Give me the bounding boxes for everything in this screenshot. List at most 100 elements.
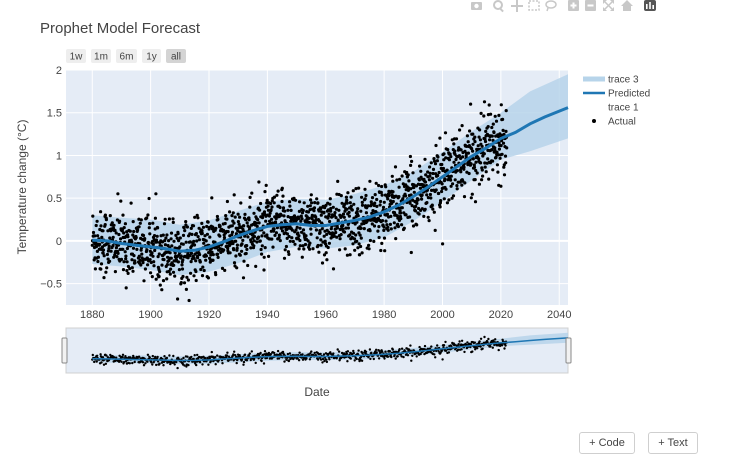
actual-point[interactable]	[96, 255, 100, 259]
actual-point[interactable]	[389, 199, 393, 203]
actual-point[interactable]	[408, 201, 412, 205]
actual-point[interactable]	[224, 214, 228, 218]
actual-point[interactable]	[414, 204, 418, 208]
actual-point[interactable]	[194, 259, 198, 263]
actual-point[interactable]	[301, 228, 306, 232]
actual-point[interactable]	[236, 220, 240, 224]
actual-point[interactable]	[442, 197, 446, 201]
actual-point[interactable]	[188, 240, 192, 244]
actual-point[interactable]	[171, 270, 176, 274]
actual-point[interactable]	[492, 130, 496, 135]
actual-point[interactable]	[184, 220, 188, 224]
actual-point[interactable]	[266, 204, 270, 208]
actual-point[interactable]	[411, 224, 416, 228]
actual-point[interactable]	[114, 231, 118, 235]
actual-point[interactable]	[497, 113, 501, 117]
actual-point[interactable]	[491, 159, 495, 163]
actual-point[interactable]	[384, 185, 388, 189]
actual-point[interactable]	[231, 211, 235, 215]
actual-point[interactable]	[433, 228, 437, 232]
actual-point[interactable]	[260, 244, 264, 248]
actual-point[interactable]	[182, 226, 186, 230]
actual-point[interactable]	[265, 198, 269, 202]
actual-point[interactable]	[333, 211, 337, 215]
actual-point[interactable]	[432, 210, 436, 214]
actual-point[interactable]	[352, 237, 357, 241]
actual-point[interactable]	[223, 221, 227, 226]
actual-point[interactable]	[181, 274, 185, 279]
actual-point[interactable]	[354, 233, 358, 237]
actual-point[interactable]	[392, 221, 396, 225]
actual-point[interactable]	[469, 162, 473, 166]
actual-point[interactable]	[139, 218, 143, 222]
actual-point[interactable]	[192, 274, 196, 278]
actual-point[interactable]	[214, 273, 218, 277]
actual-point[interactable]	[126, 235, 130, 239]
actual-point[interactable]	[110, 221, 114, 225]
actual-point[interactable]	[192, 239, 196, 243]
actual-point[interactable]	[504, 129, 508, 133]
actual-point[interactable]	[459, 148, 463, 152]
actual-point[interactable]	[473, 140, 477, 144]
actual-point[interactable]	[257, 235, 261, 239]
actual-point[interactable]	[349, 195, 353, 199]
actual-point[interactable]	[278, 205, 282, 210]
actual-point[interactable]	[367, 247, 371, 251]
actual-point[interactable]	[459, 170, 463, 174]
actual-point[interactable]	[272, 201, 276, 205]
actual-point[interactable]	[338, 248, 342, 252]
actual-point[interactable]	[315, 197, 319, 201]
actual-point[interactable]	[422, 214, 426, 218]
actual-point[interactable]	[499, 144, 503, 148]
actual-point[interactable]	[121, 247, 125, 251]
actual-point[interactable]	[270, 205, 274, 209]
actual-point[interactable]	[157, 252, 161, 256]
actual-point[interactable]	[448, 152, 452, 156]
actual-point[interactable]	[430, 203, 434, 207]
actual-point[interactable]	[412, 190, 416, 194]
actual-point[interactable]	[449, 178, 453, 182]
actual-point[interactable]	[162, 222, 167, 226]
actual-point[interactable]	[172, 263, 176, 267]
actual-point[interactable]	[299, 214, 303, 218]
actual-point[interactable]	[349, 204, 353, 208]
actual-point[interactable]	[454, 157, 458, 162]
actual-point[interactable]	[322, 210, 326, 214]
actual-point[interactable]	[394, 237, 398, 241]
actual-point[interactable]	[226, 230, 230, 234]
actual-point[interactable]	[466, 151, 470, 155]
actual-point[interactable]	[319, 238, 323, 242]
actual-point[interactable]	[449, 184, 453, 188]
actual-point[interactable]	[346, 191, 350, 195]
actual-point[interactable]	[242, 259, 246, 263]
actual-point[interactable]	[356, 246, 360, 250]
actual-point[interactable]	[359, 226, 363, 230]
actual-point[interactable]	[496, 153, 500, 157]
actual-point[interactable]	[132, 254, 136, 258]
actual-point[interactable]	[216, 252, 220, 256]
actual-point[interactable]	[254, 264, 258, 268]
actual-point[interactable]	[435, 159, 439, 163]
actual-point[interactable]	[260, 252, 264, 256]
actual-point[interactable]	[198, 253, 202, 257]
actual-point[interactable]	[231, 241, 235, 246]
actual-point[interactable]	[490, 148, 494, 152]
actual-point[interactable]	[121, 213, 125, 217]
actual-point[interactable]	[230, 214, 234, 218]
actual-point[interactable]	[269, 201, 273, 206]
actual-point[interactable]	[410, 219, 414, 223]
actual-point[interactable]	[351, 189, 355, 193]
actual-point[interactable]	[490, 134, 494, 138]
actual-point[interactable]	[266, 208, 270, 212]
actual-point[interactable]	[471, 132, 475, 136]
plotly-logo-icon[interactable]	[644, 0, 656, 11]
actual-point[interactable]	[240, 242, 244, 246]
actual-point[interactable]	[445, 201, 449, 205]
actual-point[interactable]	[205, 232, 209, 236]
actual-point[interactable]	[182, 281, 187, 285]
actual-point[interactable]	[169, 231, 174, 235]
actual-point[interactable]	[191, 224, 196, 228]
actual-point[interactable]	[429, 161, 433, 165]
actual-point[interactable]	[301, 208, 305, 213]
actual-point[interactable]	[166, 244, 170, 248]
